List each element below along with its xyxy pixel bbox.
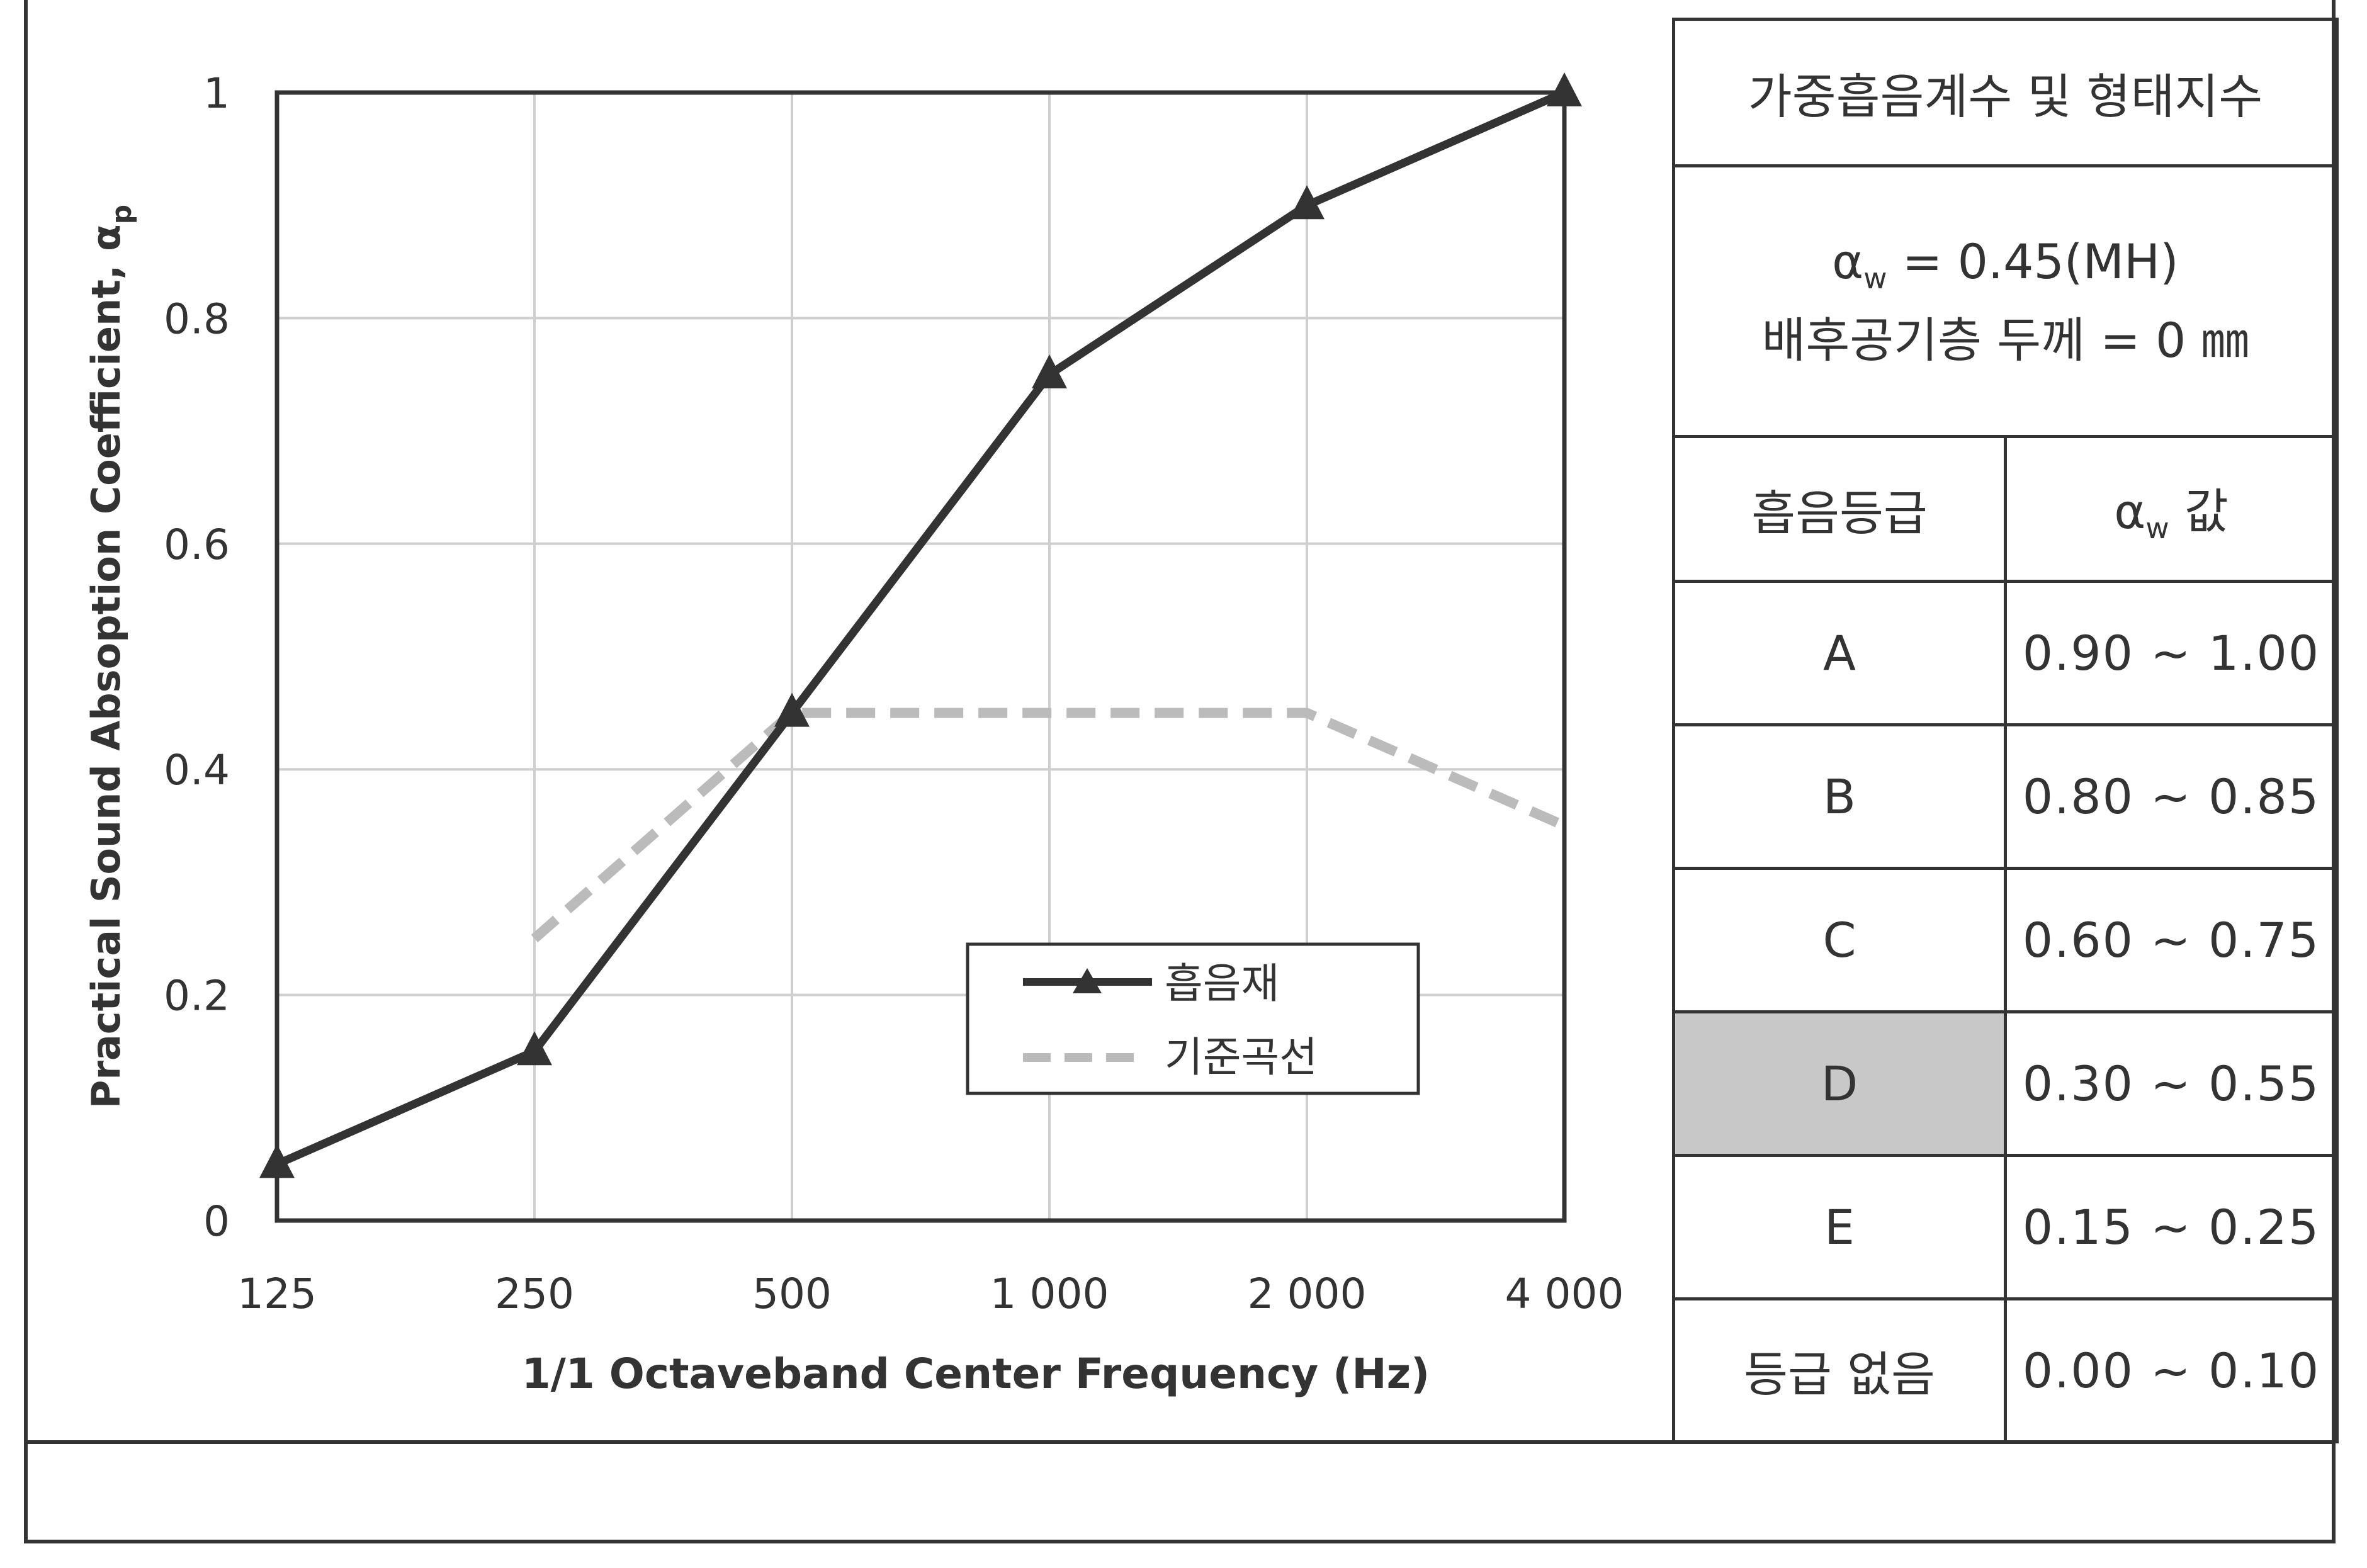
backing-air-gap: 배후공기층 두께 = 0 ㎜ bbox=[1675, 302, 2336, 379]
table-title: 가중흡음계수 및 형태지수 bbox=[1674, 20, 2337, 166]
table-row: 등급 없음 0.00 ~ 0.10 bbox=[1674, 1299, 2337, 1442]
header-value-suffix: 값 bbox=[2169, 483, 2229, 539]
y-tick-label: 0.6 bbox=[164, 521, 230, 569]
grade-cell: E bbox=[1674, 1156, 2006, 1299]
legend-label-absorber: 흡음재 bbox=[1165, 959, 1279, 1008]
table-row: C 0.60 ~ 0.75 bbox=[1674, 869, 2337, 1012]
y-tick-label: 0.4 bbox=[164, 746, 230, 794]
table-row: B 0.80 ~ 0.85 bbox=[1674, 725, 2337, 869]
header-grade: 흡음등급 bbox=[1674, 437, 2006, 582]
x-axis-label: 1/1 Octaveband Center Frequency (Hz) bbox=[522, 1350, 1430, 1398]
y-axis-label-main: Practical Sound Absoption Coefficient, α bbox=[83, 224, 129, 1108]
y-tick-label: 0.2 bbox=[164, 972, 230, 1020]
y-tick-label: 0.8 bbox=[164, 295, 230, 343]
data-point-triangle bbox=[1032, 354, 1067, 388]
y-axis-label-sub: p bbox=[106, 205, 138, 225]
x-tick-label: 4 000 bbox=[1505, 1270, 1624, 1318]
y-axis-label: Practical Sound Absoption Coefficient, α… bbox=[83, 205, 138, 1108]
alpha-subscript: w bbox=[1863, 262, 1887, 295]
range-cell: 0.60 ~ 0.75 bbox=[2006, 869, 2337, 1012]
range-cell: 0.00 ~ 0.10 bbox=[2006, 1299, 2337, 1442]
grade-cell-highlighted: D bbox=[1674, 1012, 2006, 1156]
y-tick-label: 1 bbox=[203, 69, 230, 118]
range-cell: 0.90 ~ 1.00 bbox=[2006, 582, 2337, 725]
alpha-symbol: α bbox=[1832, 234, 1863, 290]
table-row: E 0.15 ~ 0.25 bbox=[1674, 1156, 2337, 1299]
x-tick-label: 125 bbox=[237, 1270, 317, 1318]
legend: 흡음재 기준곡선 bbox=[968, 944, 1418, 1093]
data-point-triangle bbox=[1547, 72, 1582, 106]
weighted-coefficient: αw = 0.45(MH) bbox=[1675, 223, 2336, 302]
table-row: A 0.90 ~ 1.00 bbox=[1674, 582, 2337, 725]
range-cell: 0.30 ~ 0.55 bbox=[2006, 1012, 2337, 1156]
alpha-value: = 0.45(MH) bbox=[1887, 234, 2179, 290]
x-tick-label: 250 bbox=[495, 1270, 574, 1318]
range-cell: 0.15 ~ 0.25 bbox=[2006, 1156, 2337, 1299]
weighted-coefficient-cell: αw = 0.45(MH) 배후공기층 두께 = 0 ㎜ bbox=[1674, 166, 2337, 437]
x-tick-label: 500 bbox=[752, 1270, 832, 1318]
header-value: αw 값 bbox=[2006, 437, 2337, 582]
absorption-chart: 00.20.40.60.81 1252505001 0002 0004 000 … bbox=[0, 0, 1662, 1440]
x-tick-label: 1 000 bbox=[990, 1270, 1109, 1318]
header-alpha-sub: w bbox=[2145, 512, 2169, 545]
y-tick-labels: 0 0.2 0.4 0.6 0.8 1 bbox=[164, 69, 230, 1246]
grade-cell: C bbox=[1674, 869, 2006, 1012]
grade-cell: 등급 없음 bbox=[1674, 1299, 2006, 1442]
header-alpha: α bbox=[2114, 483, 2145, 539]
absorption-grade-table: 가중흡음계수 및 형태지수 αw = 0.45(MH) 배후공기층 두께 = 0… bbox=[1672, 18, 2339, 1443]
legend-label-reference: 기준곡선 bbox=[1165, 1033, 1318, 1081]
grade-cell: A bbox=[1674, 582, 2006, 725]
table-row-highlighted: D 0.30 ~ 0.55 bbox=[1674, 1012, 2337, 1156]
x-tick-label: 2 000 bbox=[1248, 1270, 1367, 1318]
grade-cell: B bbox=[1674, 725, 2006, 869]
x-tick-labels: 125 250 500 1 000 2 000 4 000 bbox=[237, 1270, 1624, 1318]
y-tick-label: 0 bbox=[203, 1197, 230, 1246]
range-cell: 0.80 ~ 0.85 bbox=[2006, 725, 2337, 869]
